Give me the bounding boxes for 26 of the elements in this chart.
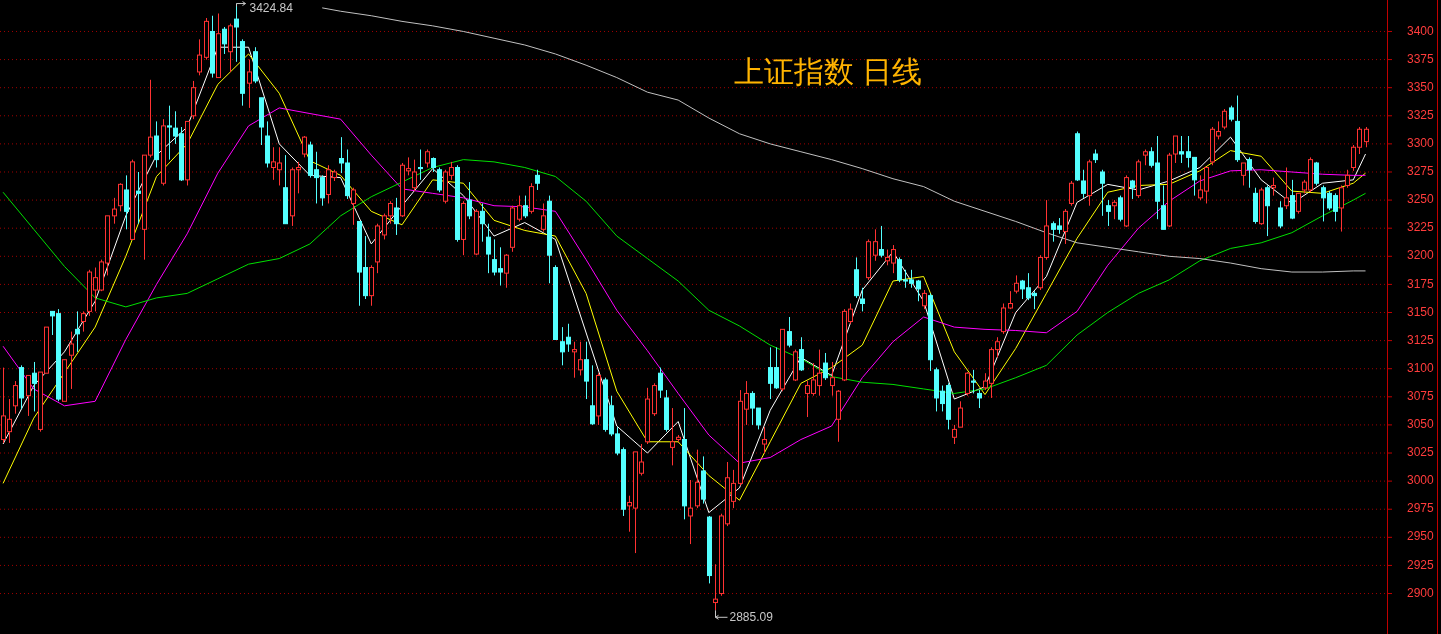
y-tick-label: 2925 xyxy=(1407,557,1435,572)
y-tick-label: 2975 xyxy=(1407,501,1435,516)
y-tick-label: 3350 xyxy=(1407,79,1435,94)
y-tick-label: 3375 xyxy=(1407,51,1435,66)
y-tick-label: 3000 xyxy=(1407,473,1435,488)
y-tick-label: 3050 xyxy=(1407,417,1435,432)
annotation: 3424.84 xyxy=(236,1,293,15)
y-tick-label: 3200 xyxy=(1407,248,1435,263)
annotation: 3424.84 xyxy=(249,1,294,15)
y-tick-label: 3075 xyxy=(1407,388,1435,403)
title: 上证指数 日线 xyxy=(733,55,923,88)
y-tick-label: 2900 xyxy=(1407,585,1435,600)
y-tick-label: 3150 xyxy=(1407,304,1435,319)
y-tick-label: 3325 xyxy=(1407,107,1435,122)
y-tick-label: 3400 xyxy=(1407,23,1435,38)
y-tick-label: 3250 xyxy=(1407,192,1435,207)
y-tick-label: 3175 xyxy=(1407,276,1435,291)
y-tick-label: 3125 xyxy=(1407,332,1435,347)
annotation: 2885.09 xyxy=(729,610,774,625)
y-tick-label: 2950 xyxy=(1407,529,1435,544)
annotation: 2885.09 xyxy=(715,609,773,625)
y-tick-label: 3225 xyxy=(1407,220,1435,235)
y-tick-label: 3025 xyxy=(1407,445,1435,460)
y-tick-label: 3100 xyxy=(1407,360,1435,375)
y-tick-label: 3275 xyxy=(1407,164,1435,179)
y-tick-label: 3300 xyxy=(1407,136,1435,151)
